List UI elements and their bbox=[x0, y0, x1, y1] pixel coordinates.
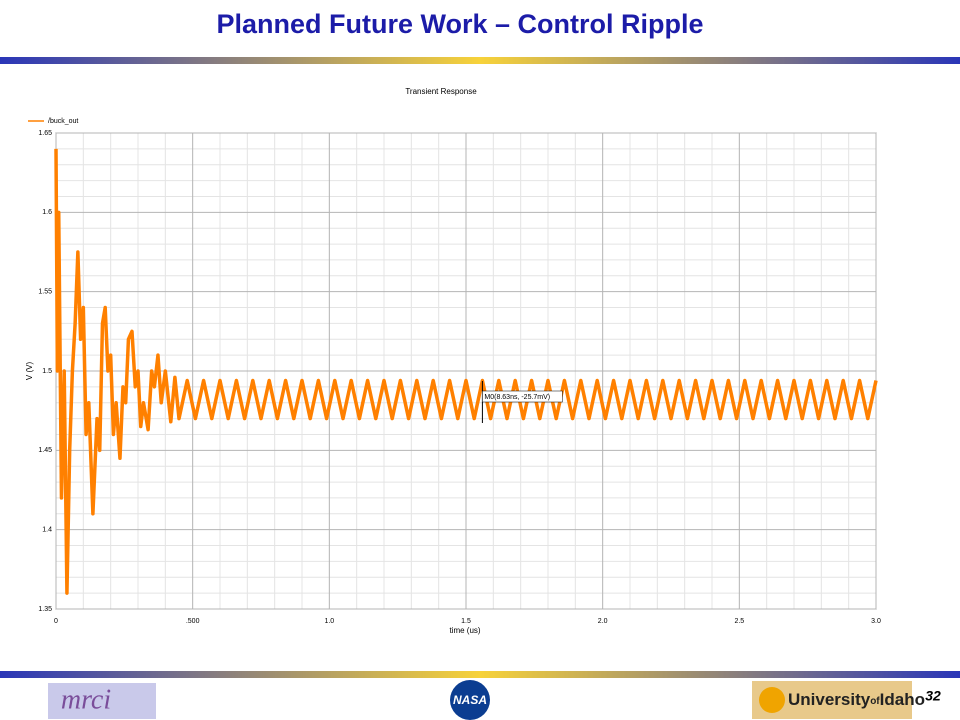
x-tick-label: 1.0 bbox=[324, 618, 334, 625]
y-tick-label: 1.55 bbox=[38, 289, 52, 296]
y-tick-label: 1.35 bbox=[38, 606, 52, 613]
logo-left bbox=[48, 683, 156, 719]
logo-text-b: of bbox=[870, 696, 880, 707]
line-series bbox=[54, 148, 878, 595]
marker-label: M0(8.63ns, -25.7mV) bbox=[484, 394, 550, 401]
logo-right-text: UniversityofIdaho bbox=[788, 690, 925, 709]
logo-left-text: mrci bbox=[61, 684, 111, 715]
marker-label-box bbox=[482, 390, 563, 403]
logo-center-text: NASA bbox=[453, 693, 487, 707]
logo-text-a: University bbox=[788, 690, 871, 709]
header-bar bbox=[0, 57, 960, 64]
logo-right-sun bbox=[759, 687, 785, 713]
legend-label: /buck_out bbox=[48, 118, 78, 125]
x-tick-label: 2.0 bbox=[598, 618, 608, 625]
logo-center bbox=[450, 680, 490, 720]
page-number: 32 bbox=[925, 688, 941, 704]
y-tick-label: 1.45 bbox=[38, 447, 52, 454]
y-tick-label: 1.5 bbox=[42, 368, 52, 375]
y-tick-label: 1.4 bbox=[42, 527, 52, 534]
x-tick-label: 2.5 bbox=[734, 618, 744, 625]
x-tick-label: 3.0 bbox=[871, 618, 881, 625]
logo-text-c: Idaho bbox=[880, 690, 925, 709]
x-axis-label: time (us) bbox=[449, 626, 480, 635]
footer-bar bbox=[0, 671, 960, 678]
y-tick-label: 1.6 bbox=[42, 209, 52, 216]
y-tick-label: 1.65 bbox=[38, 130, 52, 137]
x-tick-label: 0 bbox=[54, 618, 58, 625]
x-tick-label: 1.5 bbox=[461, 618, 471, 625]
y-axis-label: V (V) bbox=[25, 362, 34, 381]
chart-title: Transient Response bbox=[405, 87, 477, 96]
x-tick-label: .500 bbox=[186, 618, 200, 625]
slide-title: Planned Future Work – Control Ripple bbox=[216, 9, 703, 39]
